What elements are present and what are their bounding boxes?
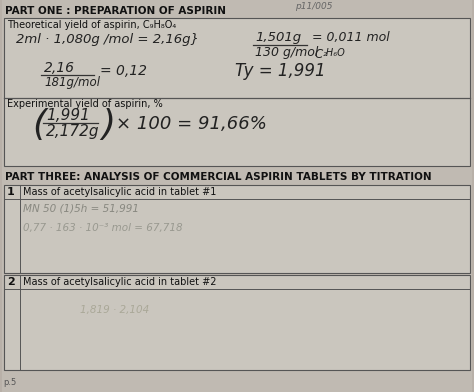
Text: Mass of acetylsalicylic acid in tablet #2: Mass of acetylsalicylic acid in tablet #… [23, 277, 217, 287]
Text: MN 50 (1)5h = 51,991: MN 50 (1)5h = 51,991 [23, 203, 139, 213]
Text: Mass of acetylsalicylic acid in tablet #1: Mass of acetylsalicylic acid in tablet #… [23, 187, 216, 197]
Text: PART THREE: ANALYSIS OF COMMERCIAL ASPIRIN TABLETS BY TITRATION: PART THREE: ANALYSIS OF COMMERCIAL ASPIR… [5, 172, 432, 182]
Bar [4, 275, 470, 370]
Text: 1: 1 [7, 187, 15, 197]
Text: PART ONE : PREPARATION OF ASPIRIN: PART ONE : PREPARATION OF ASPIRIN [5, 6, 226, 16]
Text: = 0,12: = 0,12 [100, 64, 147, 78]
Text: 130 g/mol: 130 g/mol [255, 46, 319, 59]
Text: Ty = 1,991: Ty = 1,991 [235, 62, 326, 80]
Text: 1,819 · 2,104: 1,819 · 2,104 [80, 305, 149, 315]
Text: (: ( [32, 108, 46, 142]
Text: ): ) [101, 108, 115, 142]
Text: Experimental yield of aspirin, %: Experimental yield of aspirin, % [7, 99, 163, 109]
Text: 2,172g: 2,172g [46, 124, 100, 139]
Bar [4, 18, 470, 166]
Text: = 0,011 mol: = 0,011 mol [312, 31, 390, 44]
Text: p11/005: p11/005 [295, 2, 332, 11]
Text: 181g/mol: 181g/mol [44, 76, 100, 89]
Text: ₂H₆O: ₂H₆O [323, 48, 346, 58]
Text: 2ml · 1,080g /mol = 2,16g}: 2ml · 1,080g /mol = 2,16g} [16, 33, 199, 46]
Text: p.5: p.5 [3, 378, 16, 387]
Text: 2: 2 [7, 277, 15, 287]
Text: 0,77 · 163 · 10⁻³ mol = 67,718: 0,77 · 163 · 10⁻³ mol = 67,718 [23, 223, 182, 233]
Text: 1,991: 1,991 [46, 108, 90, 123]
Text: 2,16: 2,16 [44, 61, 75, 75]
Bar [4, 185, 470, 273]
Text: × 100 = 91,66%: × 100 = 91,66% [116, 115, 267, 133]
Text: 1,501g: 1,501g [255, 31, 301, 44]
Text: Theoretical yield of aspirin, C₉H₈O₄: Theoretical yield of aspirin, C₉H₈O₄ [7, 20, 176, 30]
Text: C: C [315, 48, 323, 61]
